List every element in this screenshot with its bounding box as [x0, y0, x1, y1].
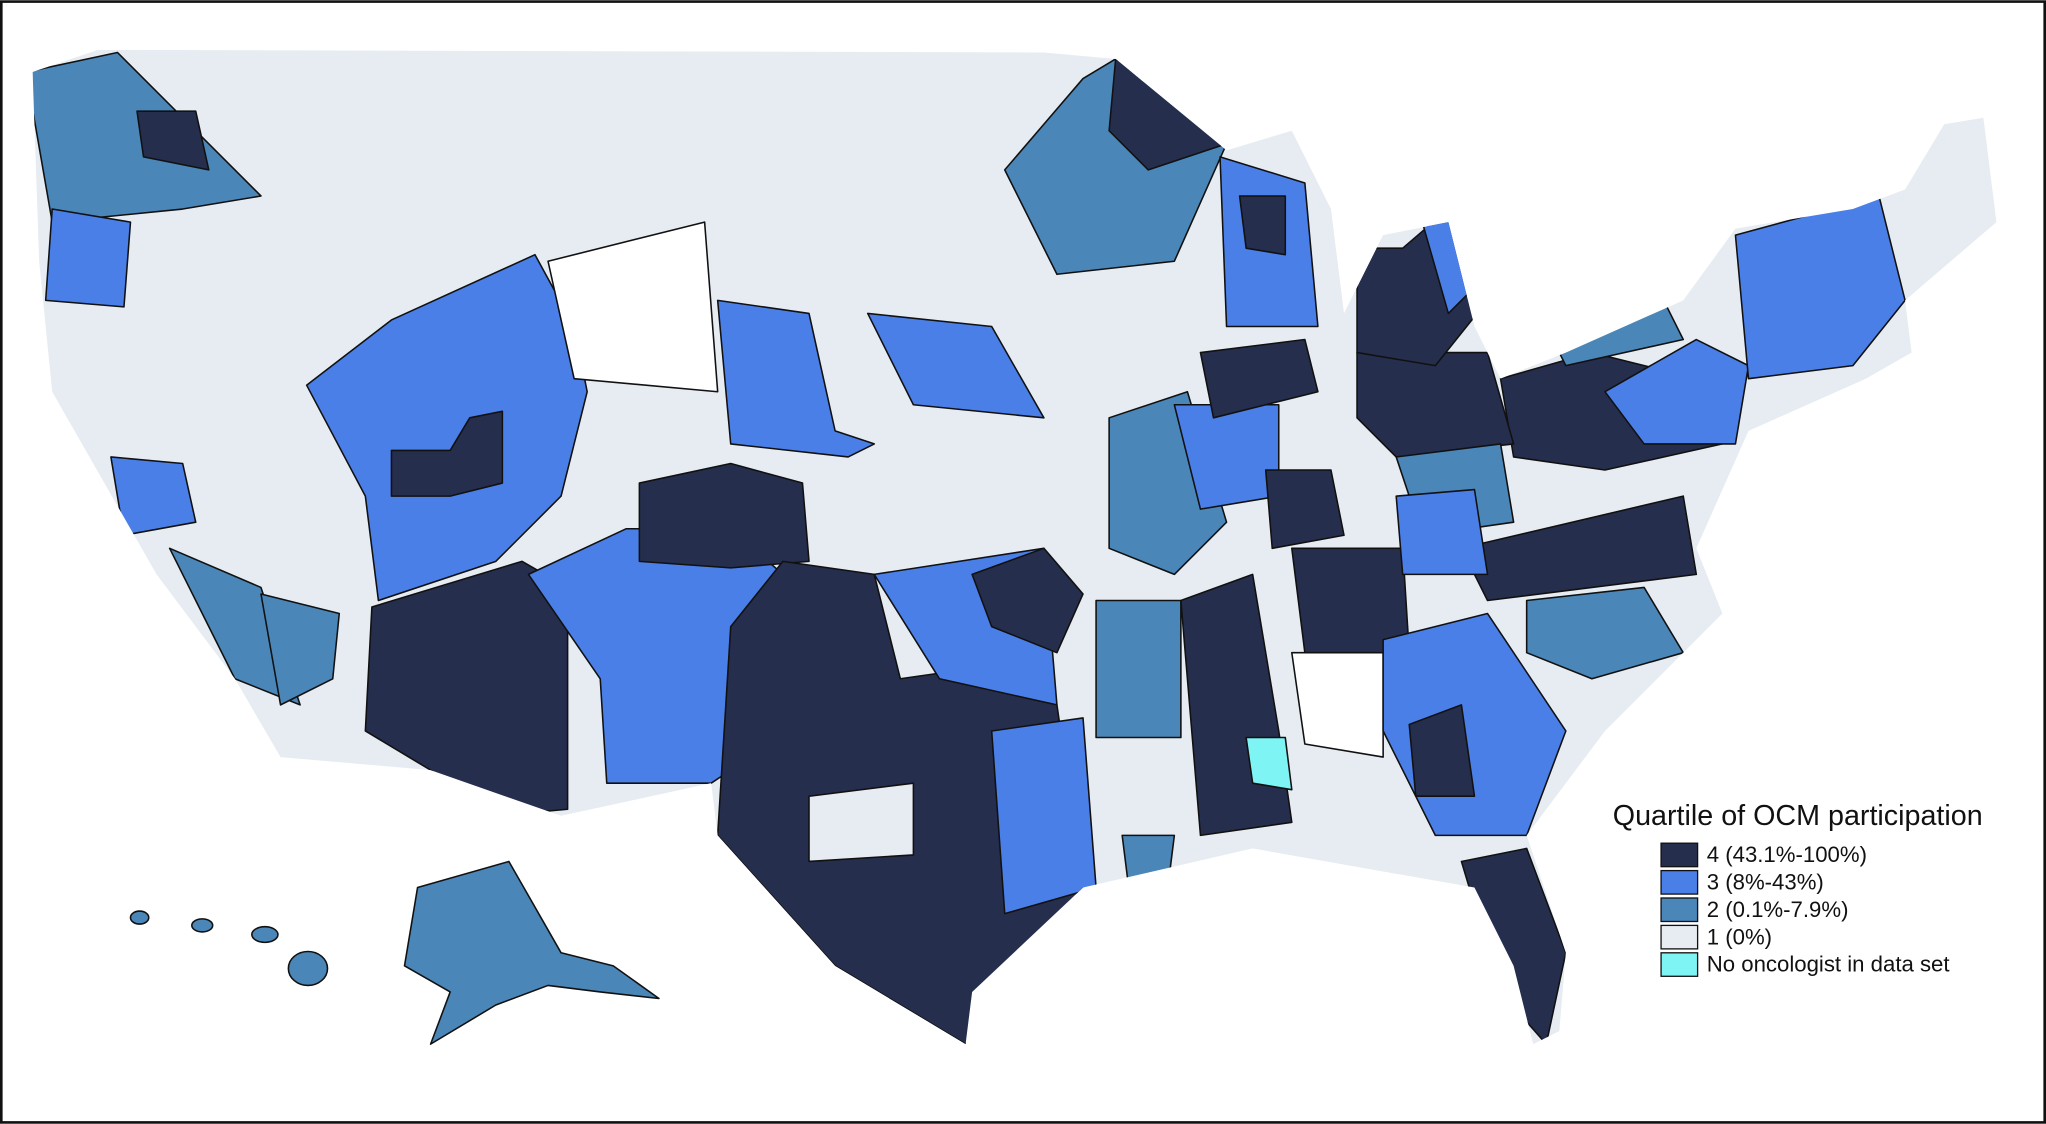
region — [191, 918, 214, 933]
region — [1525, 586, 1685, 680]
legend-swatch — [1660, 842, 1699, 868]
region — [44, 208, 132, 308]
legend-swatch — [1660, 897, 1699, 923]
region — [305, 253, 588, 602]
legend-label: 3 (8%-43%) — [1707, 870, 1824, 895]
region — [1356, 351, 1515, 458]
region — [1604, 338, 1750, 445]
legend-title: Quartile of OCM participation — [1613, 800, 1983, 832]
region — [1238, 195, 1287, 256]
region — [1460, 495, 1698, 602]
region — [403, 860, 660, 1045]
legend-label: No oncologist in data set — [1707, 952, 1950, 977]
region — [1408, 704, 1476, 798]
region — [638, 462, 810, 569]
region — [990, 717, 1097, 915]
region — [129, 910, 150, 925]
legend-swatch — [1660, 924, 1699, 950]
legend-swatch — [1660, 869, 1699, 895]
region — [390, 410, 504, 497]
legend: Quartile of OCM participation 4 (43.1%-1… — [1613, 800, 1983, 977]
region — [251, 925, 279, 944]
region — [168, 547, 301, 706]
region — [1264, 469, 1345, 550]
region — [971, 547, 1084, 654]
legend-label: 1 (0%) — [1707, 924, 1772, 949]
alaska-hawaii — [129, 860, 660, 1045]
region — [866, 312, 1045, 419]
region — [287, 950, 329, 987]
region — [260, 593, 341, 706]
region — [808, 782, 915, 863]
region — [716, 299, 876, 458]
region — [110, 456, 197, 537]
region — [1291, 651, 1384, 758]
region — [1245, 736, 1293, 791]
legend-label: 4 (43.1%-100%) — [1707, 842, 1867, 867]
legend-label: 2 (0.1%-7.9%) — [1707, 897, 1849, 922]
region — [1395, 488, 1489, 576]
region — [1095, 599, 1182, 739]
region — [136, 110, 210, 171]
legend-swatch — [1660, 952, 1699, 977]
region — [547, 221, 719, 393]
region — [1199, 338, 1319, 419]
